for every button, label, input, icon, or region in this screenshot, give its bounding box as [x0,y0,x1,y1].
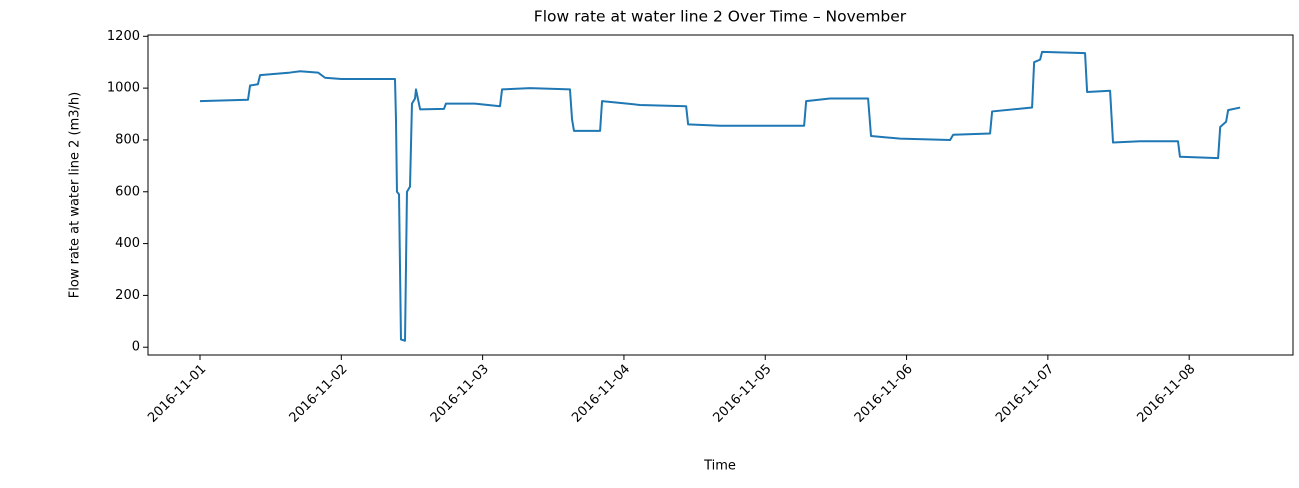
x-tick-label: 2016-11-02 [287,362,351,426]
x-tick-label: 2016-11-03 [428,362,492,426]
y-tick-label: 0 [132,340,140,355]
y-tick-label: 1000 [107,81,140,96]
y-tick-label: 1200 [107,29,140,44]
y-axis-label: Flow rate at water line 2 (m3/h) [68,92,83,298]
y-tick-label: 200 [115,288,140,303]
chart-title: Flow rate at water line 2 Over Time – No… [534,8,907,26]
x-tick-label: 2016-11-04 [569,362,633,426]
x-tick-label: 2016-11-05 [711,362,775,426]
y-tick-label: 400 [115,236,140,251]
data-line [199,50,1241,342]
plot-frame [147,34,1294,356]
x-tick-label: 2016-11-08 [1134,362,1198,426]
y-tick-label: 800 [115,132,140,147]
x-tick-label: 2016-11-07 [993,362,1057,426]
y-tick-label: 600 [115,184,140,199]
x-tick-label: 2016-11-06 [852,362,916,426]
x-axis-label: Time [703,459,736,474]
x-tick-label: 2016-11-01 [145,362,209,426]
